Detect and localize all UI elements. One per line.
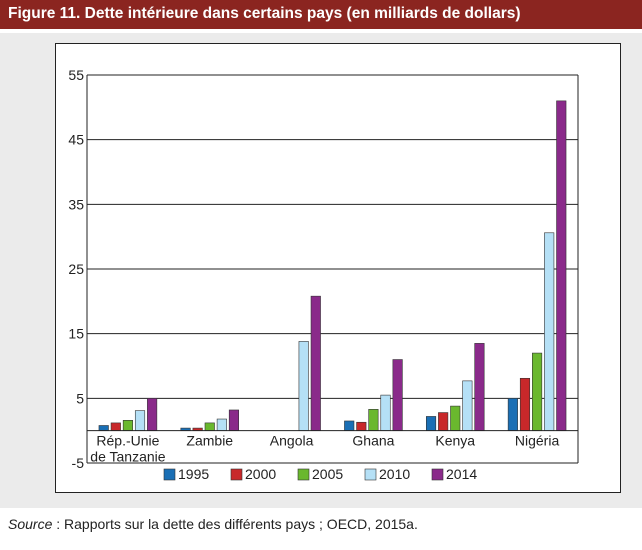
y-tick-label: -5 [72,455,85,471]
bar [98,425,109,431]
bar [368,409,379,431]
grid-lines [87,74,578,399]
y-tick-label: 5 [76,390,84,406]
bar [216,418,227,431]
bar [544,232,555,431]
legend-label: 2010 [379,466,410,482]
y-tick-label: 55 [68,67,84,83]
bar [392,359,403,431]
legend: 1995 2000 2005 2010 2014 [163,466,477,482]
x-tick-label: Rép.-Unie [96,433,159,449]
legend-swatch [230,468,243,481]
legend-label: 2000 [245,466,276,482]
bar [474,343,485,431]
bar [344,420,355,431]
bar [134,410,146,431]
x-tick-label: Ghana [352,433,394,449]
bar [450,405,461,431]
x-tick-label: de Tanzanie [90,449,165,465]
legend-swatch [297,468,310,481]
bar [122,420,133,431]
source-text: : Rapports sur la dette des différents p… [52,516,418,532]
bars [98,100,567,431]
bar [298,341,309,431]
x-tick-label: Nigéria [515,433,560,449]
x-tick-label: Kenya [435,433,475,449]
source-note: Source : Rapports sur la dette des diffé… [8,516,418,532]
figure-title: Figure 11. Dette intérieure dans certain… [8,5,521,22]
bar [532,352,543,431]
legend-label: 1995 [178,466,209,482]
legend-swatch [364,468,377,481]
bar [147,398,158,431]
x-tick-label: Zambie [186,433,233,449]
legend-label: 2005 [312,466,343,482]
bar [519,377,531,431]
y-tick-label: 25 [68,261,84,277]
legend-swatch [431,468,444,481]
y-tick-label: 35 [68,196,84,212]
bar [380,394,391,431]
bar [462,380,473,431]
legend-swatch [163,468,176,481]
y-tick-label: 45 [68,132,84,148]
bar [507,398,518,431]
y-tick-label: 15 [68,326,84,342]
bar [310,295,321,431]
bar [438,412,449,431]
bar [204,422,215,431]
figure-title-bar: Figure 11. Dette intérieure dans certain… [0,0,642,29]
bar [425,416,437,431]
legend-label: 2014 [446,466,477,482]
bar [110,422,121,431]
bar [556,100,567,431]
bar [228,409,239,431]
source-label: Source [8,516,53,532]
bar [356,421,367,431]
x-tick-label: Angola [270,433,314,449]
